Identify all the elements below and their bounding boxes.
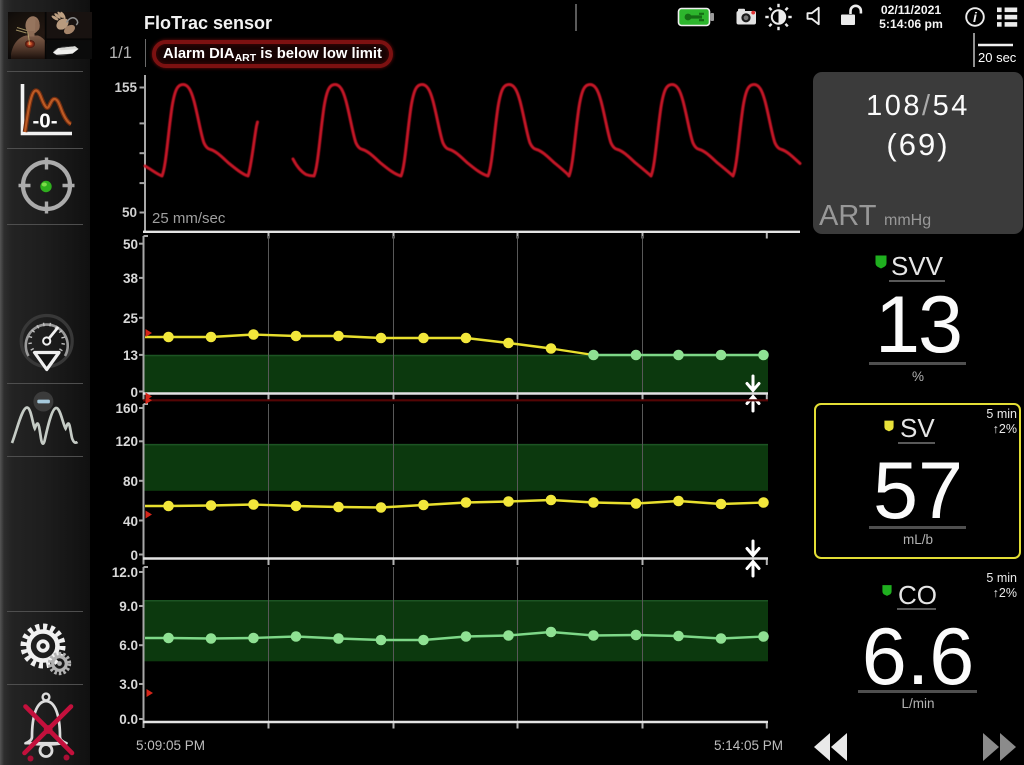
svg-text:i: i (973, 9, 978, 25)
svg-text:-0-: -0- (32, 110, 57, 133)
